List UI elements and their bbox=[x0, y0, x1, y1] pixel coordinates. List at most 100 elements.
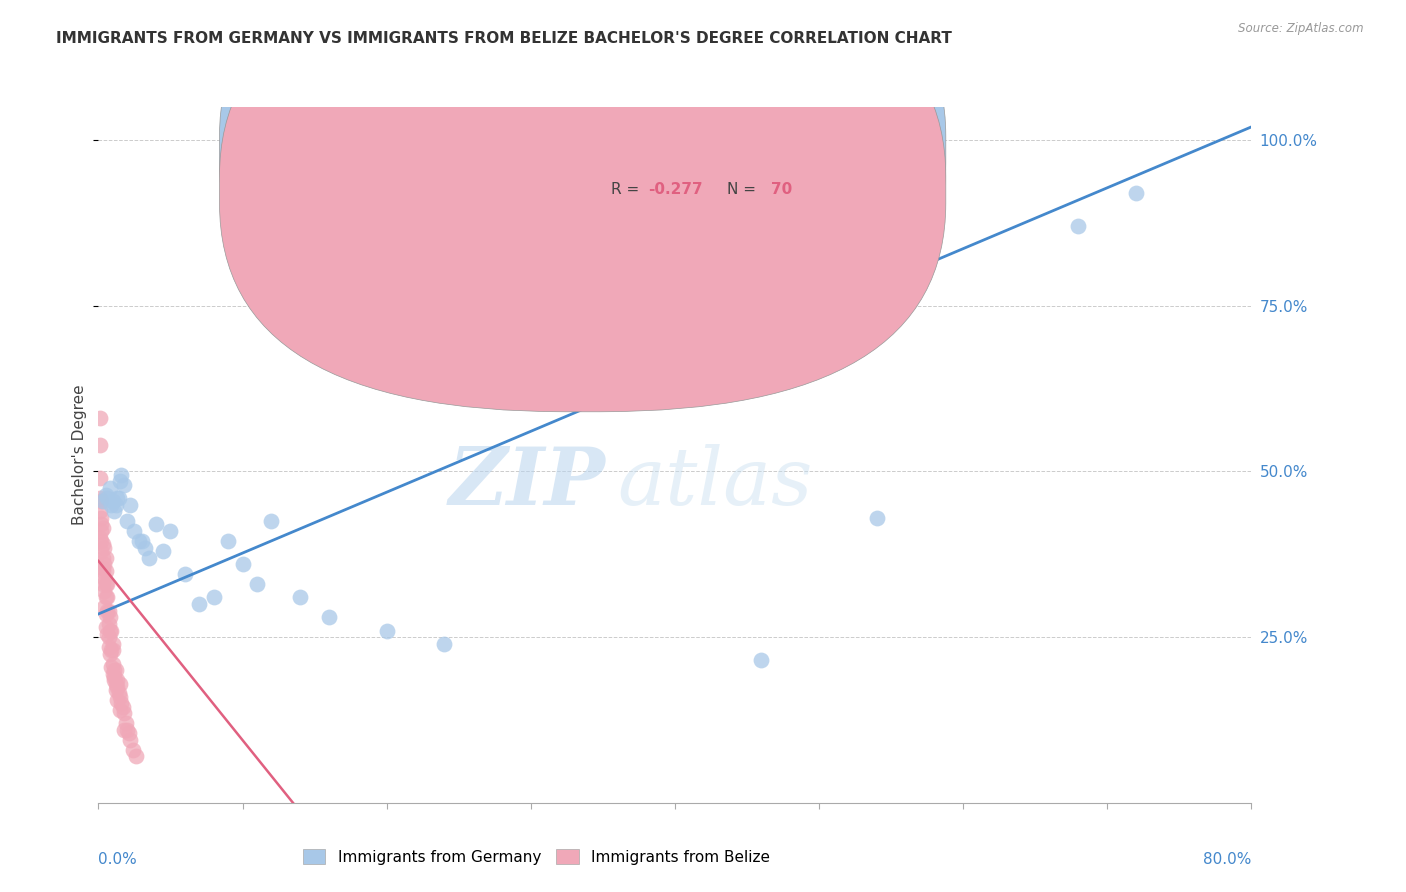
Point bbox=[103, 504, 125, 518]
Point bbox=[131, 534, 153, 549]
Point bbox=[107, 686, 129, 700]
Text: 80.0%: 80.0% bbox=[1204, 852, 1251, 866]
Point bbox=[202, 591, 225, 605]
Text: N =: N = bbox=[727, 141, 761, 156]
Point bbox=[94, 591, 117, 605]
Text: N =: N = bbox=[727, 182, 761, 196]
Point bbox=[105, 491, 128, 505]
Point bbox=[104, 663, 127, 677]
Point bbox=[93, 583, 115, 598]
Point bbox=[90, 524, 112, 538]
Point bbox=[318, 610, 340, 624]
Point bbox=[1067, 219, 1090, 234]
Point bbox=[94, 577, 117, 591]
Point bbox=[751, 653, 773, 667]
Point bbox=[100, 660, 122, 674]
Point bbox=[104, 683, 127, 698]
FancyBboxPatch shape bbox=[219, 0, 946, 412]
FancyBboxPatch shape bbox=[550, 142, 845, 229]
Point bbox=[89, 438, 111, 452]
Point bbox=[90, 494, 112, 508]
Point bbox=[246, 577, 269, 591]
Point bbox=[120, 498, 142, 512]
Text: Source: ZipAtlas.com: Source: ZipAtlas.com bbox=[1239, 22, 1364, 36]
Point bbox=[108, 690, 131, 704]
Point bbox=[98, 624, 121, 638]
Point bbox=[104, 676, 127, 690]
Point bbox=[105, 693, 128, 707]
Text: IMMIGRANTS FROM GERMANY VS IMMIGRANTS FROM BELIZE BACHELOR'S DEGREE CORRELATION : IMMIGRANTS FROM GERMANY VS IMMIGRANTS FR… bbox=[56, 31, 952, 46]
Point bbox=[94, 488, 117, 502]
Point bbox=[174, 567, 197, 582]
Point bbox=[97, 616, 120, 631]
Point bbox=[122, 743, 145, 757]
Point bbox=[91, 550, 114, 565]
Text: 0.0%: 0.0% bbox=[98, 852, 138, 866]
Point bbox=[91, 560, 114, 574]
Text: R =: R = bbox=[612, 141, 650, 156]
Point bbox=[138, 550, 160, 565]
Point bbox=[125, 749, 148, 764]
Point bbox=[97, 640, 120, 654]
Point bbox=[98, 647, 121, 661]
Point bbox=[91, 521, 114, 535]
Point bbox=[120, 732, 142, 747]
Point bbox=[96, 604, 118, 618]
Point bbox=[101, 657, 124, 671]
Point bbox=[89, 491, 111, 505]
FancyBboxPatch shape bbox=[219, 0, 946, 371]
Point bbox=[101, 494, 124, 508]
Point bbox=[110, 467, 132, 482]
Point bbox=[91, 577, 114, 591]
Point bbox=[145, 517, 167, 532]
Point bbox=[97, 630, 120, 644]
Point bbox=[93, 600, 115, 615]
Point bbox=[104, 498, 127, 512]
Point bbox=[108, 475, 131, 489]
Point bbox=[103, 670, 125, 684]
Point bbox=[96, 627, 118, 641]
Point bbox=[117, 723, 139, 737]
Text: 38: 38 bbox=[770, 141, 792, 156]
Text: R =: R = bbox=[612, 182, 644, 196]
Point bbox=[98, 610, 121, 624]
Point bbox=[94, 620, 117, 634]
Text: ZIP: ZIP bbox=[449, 444, 606, 522]
Point bbox=[217, 534, 239, 549]
Point bbox=[124, 524, 146, 538]
Point bbox=[97, 604, 120, 618]
Point bbox=[112, 723, 135, 737]
Point bbox=[90, 517, 112, 532]
Point bbox=[117, 514, 139, 528]
Point bbox=[260, 514, 283, 528]
Point bbox=[114, 716, 136, 731]
Point bbox=[433, 637, 456, 651]
Point bbox=[108, 703, 131, 717]
Point bbox=[94, 607, 117, 621]
Point bbox=[90, 534, 112, 549]
Point bbox=[231, 558, 254, 572]
Text: 70: 70 bbox=[770, 182, 792, 196]
Point bbox=[105, 673, 128, 688]
Text: 0.516: 0.516 bbox=[652, 141, 700, 156]
Point bbox=[90, 511, 112, 525]
Point bbox=[91, 537, 114, 551]
Point bbox=[108, 676, 131, 690]
Point bbox=[89, 531, 111, 545]
Point bbox=[96, 591, 118, 605]
Point bbox=[134, 541, 156, 555]
Point bbox=[159, 524, 181, 538]
Point bbox=[93, 570, 115, 584]
Point bbox=[100, 498, 122, 512]
Point bbox=[100, 643, 122, 657]
Point bbox=[96, 577, 118, 591]
Point bbox=[290, 591, 312, 605]
Point bbox=[101, 643, 124, 657]
Point bbox=[152, 544, 174, 558]
Point bbox=[93, 558, 115, 572]
Point bbox=[866, 511, 889, 525]
Text: -0.277: -0.277 bbox=[648, 182, 703, 196]
Point bbox=[128, 534, 150, 549]
Point bbox=[112, 706, 135, 721]
Point bbox=[100, 624, 122, 638]
